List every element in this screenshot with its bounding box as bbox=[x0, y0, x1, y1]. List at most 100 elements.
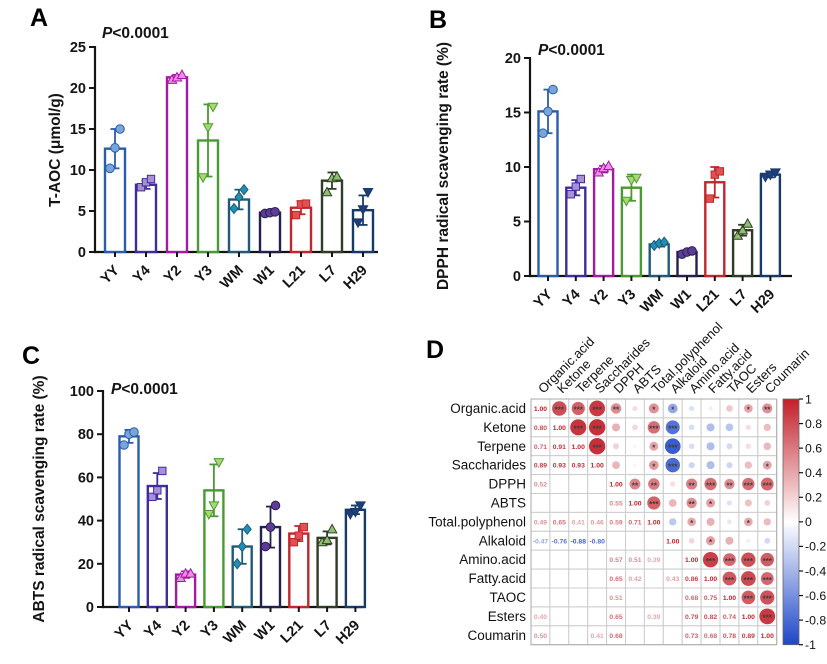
y-tick-label: 60 bbox=[78, 470, 94, 486]
p-italic: P bbox=[102, 25, 113, 42]
x-tick-label-WM: WM bbox=[220, 618, 250, 648]
cell-border bbox=[568, 549, 589, 570]
bar-group-L7 bbox=[320, 170, 344, 254]
cell-Fatty.acid-ABTS: 0.42 bbox=[625, 568, 645, 589]
corr-circle bbox=[706, 423, 715, 432]
data-point-circle bbox=[119, 440, 129, 450]
panel-A: 0 5 10 15 20 25 YY Y4 Y2 Y3 WM W1 L21 L7 H29 A P<0.000… bbox=[20, 0, 420, 330]
cell-Coumarin-Esters: 0.89 bbox=[738, 625, 759, 646]
corr-circle bbox=[706, 517, 715, 526]
cell-TAOC-Esters: *** bbox=[738, 587, 759, 608]
significance-stars: *** bbox=[574, 406, 584, 415]
x-tick-label-H29: H29 bbox=[748, 287, 778, 317]
bar-group-Y3 bbox=[203, 458, 225, 609]
corr-circle bbox=[722, 571, 737, 586]
cell-DPPH-Coumarin: *** bbox=[757, 474, 778, 495]
cell-DPPH-Esters: *** bbox=[738, 474, 759, 495]
cell-TAOC-TAOC: 1.00 bbox=[719, 587, 740, 608]
colorbar bbox=[782, 398, 800, 646]
y-tick-label: 10 bbox=[70, 163, 86, 179]
bar-group-W1 bbox=[258, 207, 282, 254]
significance-stars: ** bbox=[632, 481, 639, 490]
cell-Esters-TAOC: 0.74 bbox=[719, 606, 740, 627]
panel-B-letter: B bbox=[429, 6, 448, 34]
cell-border bbox=[568, 606, 589, 627]
cell-Fatty.acid-Saccharides bbox=[587, 568, 608, 589]
corr-value: 0.52 bbox=[534, 482, 547, 489]
row-label-Esters: Esters bbox=[488, 609, 527, 624]
cell-Alkaloid-Ketone: -0.76 bbox=[549, 530, 570, 551]
cell-TAOC-Total.polyphenol bbox=[643, 587, 664, 608]
cell-Terpene-Organic.acid: 0.71 bbox=[530, 436, 551, 457]
data-point-circle bbox=[543, 106, 553, 117]
y-tick-label: 0 bbox=[513, 269, 521, 285]
corr-value: 0.93 bbox=[572, 463, 585, 470]
data-point-circle bbox=[270, 207, 280, 217]
corr-value: 0.49 bbox=[534, 519, 547, 526]
cell-Saccharides-Total.polyphenol: * bbox=[643, 455, 664, 476]
cell-Organic.acid-Alkaloid: * bbox=[662, 398, 683, 419]
cell-Ketone-Organic.acid: 0.80 bbox=[530, 417, 551, 438]
significance-stars: *** bbox=[649, 425, 659, 434]
cell-Coumarin-TAOC: 0.78 bbox=[719, 625, 740, 646]
y-tick-label: 100 bbox=[70, 384, 94, 400]
x-tick-label-H29: H29 bbox=[341, 263, 371, 293]
data-point-diamond bbox=[229, 202, 239, 215]
corr-value: 1.00 bbox=[572, 444, 585, 451]
significance-stars: *** bbox=[763, 576, 773, 585]
data-point-diamond bbox=[239, 183, 249, 196]
data-point-circle bbox=[265, 522, 276, 532]
cell-Coumarin-ABTS bbox=[625, 625, 645, 646]
data-point-square bbox=[566, 190, 576, 199]
cell-Esters-Organic.acid: 0.40 bbox=[530, 606, 551, 627]
corr-circle bbox=[588, 438, 606, 455]
corr-circle bbox=[632, 405, 638, 412]
cell-Alkaloid-TAOC bbox=[719, 530, 740, 551]
data-point-circle bbox=[110, 143, 120, 153]
cell-Organic.acid-DPPH: ** bbox=[606, 398, 627, 419]
cell-ABTS-Esters bbox=[738, 493, 759, 513]
corr-circle bbox=[689, 405, 695, 412]
cell-border bbox=[568, 568, 589, 589]
x-tick-label-W1: W1 bbox=[252, 618, 279, 645]
cell-Amino.acid-Ketone bbox=[549, 549, 570, 570]
cell-Saccharides-Saccharides: 1.00 bbox=[587, 455, 608, 476]
x-tick-label-Y4: Y4 bbox=[130, 263, 154, 287]
data-point-square bbox=[136, 183, 146, 192]
cell-ABTS-Coumarin bbox=[757, 493, 778, 513]
significance-stars: ** bbox=[689, 500, 696, 509]
corr-value: 0.57 bbox=[609, 557, 622, 564]
cell-DPPH-DPPH: 1.00 bbox=[606, 474, 627, 495]
cell-ABTS-DPPH: 0.55 bbox=[606, 493, 627, 513]
cell-Alkaloid-Esters bbox=[738, 530, 759, 551]
cell-Saccharides-Ketone: 0.93 bbox=[549, 455, 570, 476]
cell-border bbox=[530, 493, 551, 513]
data-point-triangle-up bbox=[321, 186, 333, 197]
cell-Fatty.acid-Terpene bbox=[568, 568, 589, 589]
cell-DPPH-Alkaloid bbox=[662, 474, 683, 495]
cell-Amino.acid-Total.polyphenol: 0.39 bbox=[643, 549, 664, 570]
significance-stars: ** bbox=[726, 481, 733, 490]
significance-stars: *** bbox=[706, 557, 716, 566]
corr-circle bbox=[742, 477, 755, 491]
x-tick-label-L7: L7 bbox=[317, 263, 340, 286]
x-tick-label-Y3: Y3 bbox=[198, 618, 222, 642]
corr-circle bbox=[724, 478, 735, 490]
corr-value: 0.91 bbox=[553, 444, 566, 451]
y-tick-label: 0 bbox=[86, 600, 94, 616]
corr-value: 0.89 bbox=[742, 633, 755, 640]
corr-circle bbox=[745, 424, 751, 430]
row-label-TAOC: TAOC bbox=[490, 590, 527, 605]
data-point-triangle-down bbox=[357, 205, 369, 216]
cell-Organic.acid-Terpene: *** bbox=[568, 398, 589, 419]
cell-Fatty.acid-Total.polyphenol bbox=[643, 568, 664, 589]
cell-border bbox=[549, 568, 570, 589]
cell-Ketone-Coumarin bbox=[757, 417, 778, 438]
cell-Ketone-Fatty.acid bbox=[700, 417, 721, 438]
significance-stars: *** bbox=[668, 462, 678, 471]
corr-value: 0.51 bbox=[628, 557, 641, 564]
corr-value: 1.00 bbox=[742, 614, 755, 621]
corr-value: 1.00 bbox=[534, 406, 547, 413]
cell-Amino.acid-TAOC: *** bbox=[719, 549, 740, 570]
